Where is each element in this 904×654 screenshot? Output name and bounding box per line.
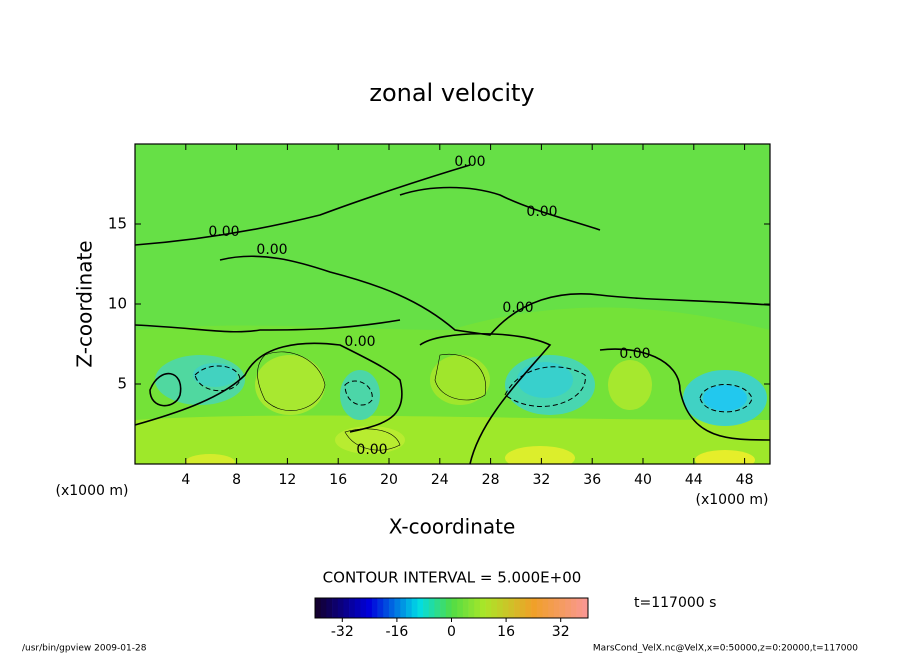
x-tick-label: 12	[278, 472, 296, 488]
contour-label: 0.00	[454, 154, 485, 170]
colorbar-cell	[542, 598, 549, 618]
colorbar-cell	[559, 598, 566, 618]
colorbar-cell	[519, 598, 526, 618]
contour-interval: CONTOUR INTERVAL = 5.000E+00	[323, 569, 582, 587]
x-tick-label: 4	[181, 472, 190, 488]
colorbar-cell	[315, 598, 321, 618]
colorbar-cell	[485, 598, 492, 618]
contour-label: 0.00	[526, 204, 557, 220]
x-unit: (x1000 m)	[696, 492, 769, 508]
colorbar-cell	[320, 598, 327, 618]
colorbar-cell	[388, 598, 395, 618]
colorbar-cell	[462, 598, 469, 618]
colorbar-cell	[582, 598, 589, 618]
contour-label: 0.00	[619, 346, 650, 362]
colorbar-cell	[400, 598, 407, 618]
footer-right: MarsCond_VelX.nc@VelX,x=0:50000,z=0:2000…	[593, 644, 858, 654]
colorbar-cell	[394, 598, 401, 618]
colorbar-tick-label: 32	[552, 624, 570, 640]
colorbar-cell	[434, 598, 441, 618]
colorbar-cell	[383, 598, 390, 618]
colorbar-cell	[411, 598, 418, 618]
colorbar-cell	[514, 598, 521, 618]
colorbar-tick-label: -16	[385, 624, 408, 640]
x-tick-label: 36	[583, 472, 601, 488]
x-tick-label: 48	[736, 472, 754, 488]
colorbar-cell	[354, 598, 361, 618]
x-tick-label: 28	[482, 472, 500, 488]
colorbar-cell	[570, 598, 577, 618]
contour-label: 0.00	[344, 334, 375, 350]
colorbar-cell	[428, 598, 435, 618]
colorbar-cell	[360, 598, 367, 618]
colorbar-cell	[445, 598, 452, 618]
colorbar-cell	[479, 598, 486, 618]
colorbar-cell	[406, 598, 412, 618]
contour-label: 0.00	[356, 442, 387, 458]
x-tick-label: 8	[232, 472, 241, 488]
colorbar-cell	[366, 598, 373, 618]
colorbar-cell	[440, 598, 447, 618]
x-tick-label: 20	[380, 472, 398, 488]
colorbar-cell	[576, 598, 583, 618]
colorbar-cell	[565, 598, 572, 618]
colorbar-cell	[536, 598, 543, 618]
chart-title: zonal velocity	[369, 79, 534, 107]
contour-label: 0.00	[256, 242, 287, 258]
time-label: t=117000 s	[634, 595, 716, 611]
colorbar-cell	[371, 598, 378, 618]
colorbar-cell	[377, 598, 384, 618]
colorbar-cell	[502, 598, 509, 618]
x-tick-label: 44	[685, 472, 703, 488]
colorbar-cell	[337, 598, 344, 618]
y-tick-label: 15	[108, 215, 127, 233]
x-axis-label: X-coordinate	[389, 515, 516, 539]
colorbar-cell	[531, 598, 538, 618]
colorbar-cell	[349, 598, 356, 618]
colorbar-cell	[417, 598, 424, 618]
colorbar-cell	[553, 598, 560, 618]
x-unit: (x1000 m)	[56, 483, 129, 499]
y-tick-label: 5	[117, 375, 127, 393]
colorbar-cell	[468, 598, 475, 618]
colorbar-tick-label: -32	[331, 624, 354, 640]
colorbar-cell	[343, 598, 350, 618]
x-tick-label: 40	[634, 472, 652, 488]
y-axis-label: Z-coordinate	[73, 240, 97, 367]
colorbar-cell	[508, 598, 515, 618]
colorbar-cell	[525, 598, 532, 618]
x-tick-label: 32	[532, 472, 550, 488]
contour-label: 0.00	[208, 224, 239, 240]
x-tick-label: 24	[431, 472, 449, 488]
x-tick-label: 16	[329, 472, 347, 488]
colorbar-cell	[474, 598, 481, 618]
colorbar-cell	[457, 598, 464, 618]
colorbar-cell	[491, 598, 498, 618]
colorbar-cell	[548, 598, 555, 618]
colorbar-cell	[326, 598, 333, 618]
colorbar-tick-label: 16	[497, 624, 515, 640]
colorbar-cell	[451, 598, 458, 618]
colorbar-tick-label: 0	[447, 624, 456, 640]
colorbar-cell	[423, 598, 430, 618]
y-tick-label: 10	[108, 295, 127, 313]
colorbar-cell	[497, 598, 503, 618]
field	[135, 144, 770, 464]
colorbar-cell	[332, 598, 339, 618]
footer-left: /usr/bin/gpview 2009-01-28	[22, 644, 147, 654]
contour-label: 0.00	[502, 300, 533, 316]
